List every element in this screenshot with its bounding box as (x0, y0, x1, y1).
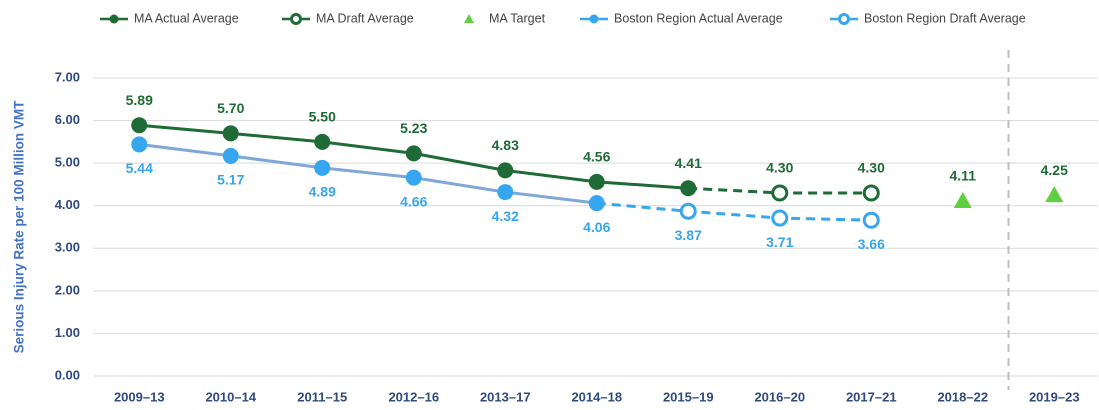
x-tick-label: 2012–16 (388, 389, 439, 404)
x-tick-label: 2019–23 (1029, 389, 1080, 404)
y-axis-label: Serious Injury Rate per 100 Million VMT (12, 100, 27, 354)
data-point (771, 209, 789, 227)
data-point (588, 195, 605, 212)
x-tick-label: 2011–15 (297, 389, 347, 404)
data-label: 4.30 (858, 160, 885, 176)
data-label: 4.56 (583, 149, 610, 165)
legend-label: MA Actual Average (134, 11, 239, 25)
data-label: 5.17 (217, 172, 244, 188)
data-label: 3.87 (675, 227, 702, 243)
data-point (588, 173, 605, 190)
data-label: 4.89 (309, 184, 336, 200)
data-label: 4.11 (950, 168, 977, 184)
data-label: 4.32 (492, 208, 519, 224)
data-label: 3.66 (858, 236, 885, 252)
data-label: 3.71 (766, 234, 793, 250)
data-point (862, 211, 880, 229)
data-point (131, 117, 148, 134)
x-tick-label: 2010–14 (205, 389, 256, 404)
y-tick-label: 1.00 (55, 325, 80, 340)
legend-marker (290, 13, 302, 25)
data-label: 4.06 (583, 219, 610, 235)
data-point (314, 133, 331, 150)
data-point (222, 147, 239, 164)
data-label: 5.89 (126, 92, 153, 108)
data-label: 4.25 (1041, 162, 1068, 178)
data-label: 4.30 (766, 160, 793, 176)
y-tick-label: 6.00 (55, 112, 80, 127)
data-label: 4.66 (400, 193, 427, 209)
data-point (862, 184, 880, 202)
x-tick-label: 2018–22 (937, 389, 988, 404)
data-label: 5.50 (309, 109, 336, 125)
x-tick-label: 2013–17 (480, 389, 531, 404)
y-tick-label: 7.00 (55, 69, 80, 84)
y-tick-label: 5.00 (55, 155, 80, 170)
data-point (1045, 186, 1064, 203)
legend-label: MA Target (489, 11, 546, 25)
legend-marker (109, 14, 119, 24)
series-line (596, 201, 872, 222)
data-point (131, 136, 148, 153)
x-tick-label: 2014–18 (571, 389, 622, 404)
data-point (497, 184, 514, 201)
legend-label: Boston Region Draft Average (864, 11, 1026, 25)
y-tick-label: 0.00 (55, 367, 80, 382)
legend-marker (464, 14, 474, 23)
data-point (314, 159, 331, 176)
data-label: 5.44 (126, 160, 153, 176)
data-point (405, 145, 422, 162)
x-tick-label: 2017–21 (846, 389, 897, 404)
data-label: 5.23 (400, 120, 427, 136)
series-line (139, 142, 597, 205)
legend-marker (838, 13, 850, 25)
y-tick-label: 4.00 (55, 197, 80, 212)
data-point (497, 162, 514, 179)
legend-label: MA Draft Average (316, 11, 414, 25)
y-tick-label: 2.00 (55, 282, 80, 297)
data-point (680, 180, 697, 197)
data-point (222, 125, 239, 142)
data-label: 4.83 (492, 137, 519, 153)
data-label: 4.41 (675, 155, 702, 171)
data-point (771, 184, 789, 202)
data-point (679, 202, 697, 220)
x-tick-label: 2009–13 (114, 389, 165, 404)
data-label: 5.70 (217, 100, 244, 116)
x-tick-label: 2015–19 (663, 389, 714, 404)
legend-label: Boston Region Actual Average (614, 11, 783, 25)
data-point (953, 192, 972, 209)
y-tick-label: 3.00 (55, 240, 80, 255)
legend-marker (589, 14, 599, 24)
data-point (405, 169, 422, 186)
x-tick-label: 2016–20 (754, 389, 805, 404)
